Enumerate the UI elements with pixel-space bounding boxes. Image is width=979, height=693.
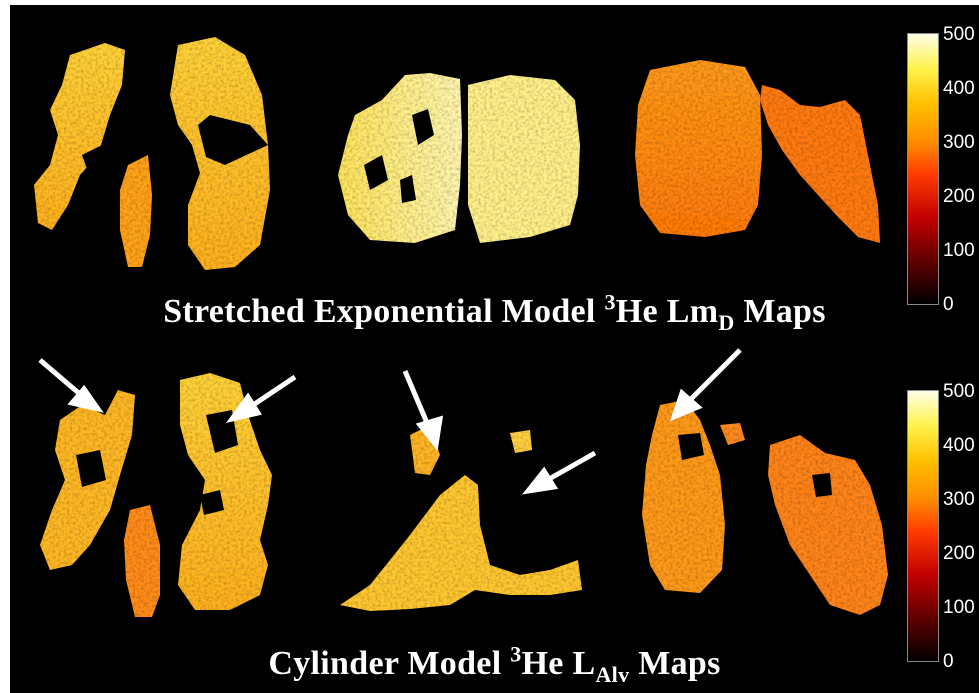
- colorbar-bottom-tick-100: 100: [943, 597, 975, 618]
- arrow-3-head: [415, 415, 444, 452]
- arrow-4-head: [522, 466, 559, 495]
- colorbar-bottom-tick-200: 200: [943, 543, 975, 564]
- lung-map-bottom-1-right: [178, 373, 272, 610]
- colorbar-top-tick-200: 200: [943, 186, 975, 207]
- top-caption-sup: 3: [604, 289, 616, 315]
- top-caption-he: He Lm: [615, 293, 719, 330]
- colorbar-top-tick-0: 0: [943, 294, 954, 315]
- arrow-5-head: [669, 388, 703, 422]
- lung-map-top-1-mid: [120, 155, 152, 267]
- arrow-1-head: [67, 384, 104, 413]
- bottom-caption-sup: 3: [510, 641, 522, 667]
- lung-map-bottom-2-main: [340, 475, 582, 611]
- colorbar-bottom-tick-500: 500: [943, 381, 975, 402]
- lung-map-top-3-right: [760, 85, 880, 243]
- top-caption: Stretched Exponential Model 3He LmD Maps: [10, 289, 979, 333]
- colorbar-top-tick-500: 500: [943, 24, 975, 45]
- lung-map-bottom-3-right: [768, 435, 888, 615]
- figure-panel: Stretched Exponential Model 3He LmD Maps…: [10, 5, 979, 693]
- colorbar-bottom-tick-400: 400: [943, 435, 975, 456]
- lung-map-bottom-1-mid: [124, 505, 160, 617]
- bottom-caption-tail: Maps: [629, 645, 721, 682]
- colorbar-top-tick-400: 400: [943, 78, 975, 99]
- arrow-5: [683, 348, 742, 407]
- lung-map-top-2-left: [338, 73, 462, 243]
- colorbar-top: [907, 33, 939, 305]
- arrow-2-head: [226, 392, 262, 423]
- colorbar-bottom: [907, 390, 939, 662]
- colorbar-top-tick-300: 300: [943, 132, 975, 153]
- colorbar-top-tick-100: 100: [943, 240, 975, 261]
- top-caption-sub: D: [718, 309, 735, 335]
- bottom-caption-main: Cylinder Model: [268, 645, 511, 682]
- lung-map-top-1-left: [34, 43, 125, 230]
- arrows-group: [38, 348, 742, 495]
- lung-map-top-2-right: [468, 75, 580, 243]
- bottom-caption: Cylinder Model 3He LAlv Maps: [10, 641, 979, 685]
- bottom-caption-he: He L: [521, 645, 596, 682]
- colorbar-bottom-tick-0: 0: [943, 651, 954, 672]
- lung-map-bottom-3-left: [642, 400, 725, 593]
- bottom-caption-sub: Alv: [595, 661, 630, 687]
- arrow-3: [402, 370, 433, 431]
- colorbar-bottom-tick-300: 300: [943, 489, 975, 510]
- lung-maps-graphic: [34, 37, 888, 617]
- top-caption-main: Stretched Exponential Model: [163, 293, 605, 330]
- lung-map-top-3-left: [635, 60, 762, 237]
- top-caption-tail: Maps: [734, 293, 826, 330]
- lung-map-bottom-3-frag: [720, 423, 745, 445]
- lung-map-bottom-2-frag: [510, 430, 532, 453]
